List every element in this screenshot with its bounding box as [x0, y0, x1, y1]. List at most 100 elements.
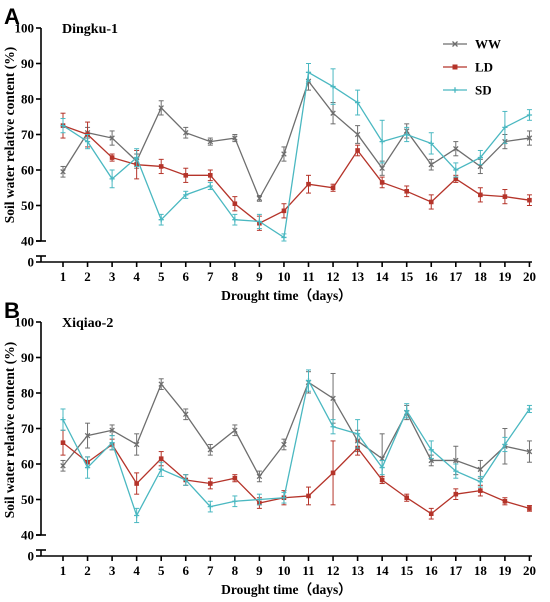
- data-point: [158, 105, 164, 111]
- x-tick-label: 3: [109, 563, 116, 578]
- x-tick-label: 2: [84, 269, 91, 284]
- data-point: [453, 167, 459, 173]
- data-point: [526, 406, 533, 412]
- data-point: [60, 440, 66, 445]
- x-tick-label: 4: [133, 563, 140, 578]
- data-point: [281, 234, 287, 241]
- data-point: [84, 432, 91, 439]
- data-point: [330, 470, 336, 476]
- data-point: [134, 512, 140, 519]
- data-point: [428, 199, 434, 205]
- data-point: [182, 129, 189, 136]
- data-point: [526, 112, 533, 118]
- data-point: [477, 466, 484, 473]
- data-point: [60, 463, 66, 469]
- series-ww: [60, 71, 533, 202]
- x-tick-label: 14: [376, 563, 390, 578]
- legend-marker: [452, 64, 458, 70]
- legend-label: WW: [475, 37, 501, 52]
- data-point: [330, 83, 336, 90]
- data-point: [158, 466, 164, 472]
- data-point: [330, 395, 336, 402]
- legend-entry-ld: LD: [443, 60, 493, 75]
- y-tick-label: 50: [21, 198, 34, 213]
- data-point: [306, 493, 311, 499]
- data-point: [84, 139, 91, 145]
- data-point: [306, 181, 311, 187]
- data-point: [453, 176, 459, 182]
- x-tick-label: 20: [523, 563, 536, 578]
- data-point: [502, 124, 508, 130]
- data-point: [232, 217, 238, 223]
- data-point: [207, 183, 213, 189]
- legend-label: LD: [475, 60, 493, 75]
- series-sd: [60, 63, 533, 242]
- data-point: [60, 417, 66, 423]
- y-tick-label: 60: [21, 163, 34, 178]
- data-point: [256, 195, 263, 202]
- x-axis-title: Drought time（days）: [221, 582, 352, 597]
- x-tick-label: 2: [84, 563, 91, 578]
- data-point: [404, 495, 409, 501]
- y-tick-label: 40: [21, 234, 34, 249]
- data-point: [158, 217, 164, 223]
- series-line: [62, 79, 530, 200]
- y-tick-label: 0: [28, 549, 35, 564]
- legend-marker: [452, 87, 458, 93]
- data-point: [207, 504, 213, 510]
- series-line: [62, 125, 530, 225]
- y-tick-label: 100: [15, 315, 35, 330]
- data-point: [60, 169, 66, 175]
- x-tick-label: 10: [277, 269, 290, 284]
- x-tick-label: 8: [232, 269, 239, 284]
- x-tick-label: 14: [376, 269, 390, 284]
- data-point: [355, 99, 361, 106]
- data-point: [330, 185, 336, 191]
- data-point: [453, 491, 459, 497]
- data-point: [527, 506, 532, 511]
- x-tick-label: 10: [277, 563, 290, 578]
- y-tick-label: 100: [15, 21, 35, 36]
- data-point: [428, 511, 434, 516]
- data-point: [527, 197, 532, 203]
- x-tick-label: 5: [158, 563, 165, 578]
- y-axis-title: Soil water relative content (%): [2, 47, 17, 223]
- data-point: [256, 218, 262, 225]
- data-point: [232, 201, 238, 207]
- x-tick-label: 5: [158, 269, 165, 284]
- y-tick-label: 80: [21, 386, 34, 401]
- series-line: [62, 381, 530, 478]
- data-point: [354, 131, 361, 138]
- data-point: [183, 173, 189, 178]
- data-point: [207, 447, 214, 453]
- y-tick-label: 0: [28, 255, 35, 270]
- panel-label: B: [4, 298, 20, 323]
- data-point: [158, 456, 164, 461]
- data-point: [305, 69, 312, 75]
- y-tick-label: 70: [21, 421, 34, 436]
- chart-title: Xiqiao-2: [62, 316, 113, 331]
- x-tick-label: 6: [183, 563, 190, 578]
- data-point: [109, 155, 115, 160]
- data-point: [428, 140, 434, 146]
- data-point: [355, 148, 360, 153]
- legend-marker: [452, 41, 458, 47]
- y-tick-label: 50: [21, 492, 34, 507]
- series-line: [62, 442, 530, 515]
- data-point: [502, 194, 508, 199]
- data-point: [232, 135, 238, 141]
- x-tick-label: 9: [256, 563, 263, 578]
- data-point: [502, 441, 508, 448]
- series-line: [62, 71, 530, 239]
- x-tick-label: 8: [232, 563, 239, 578]
- data-point: [281, 441, 287, 448]
- legend: WW LD SD: [443, 37, 501, 98]
- data-point: [379, 165, 385, 171]
- x-tick-label: 12: [327, 269, 340, 284]
- data-point: [232, 475, 238, 481]
- data-point: [477, 154, 483, 161]
- legend-label: SD: [475, 83, 492, 98]
- data-point: [453, 457, 459, 464]
